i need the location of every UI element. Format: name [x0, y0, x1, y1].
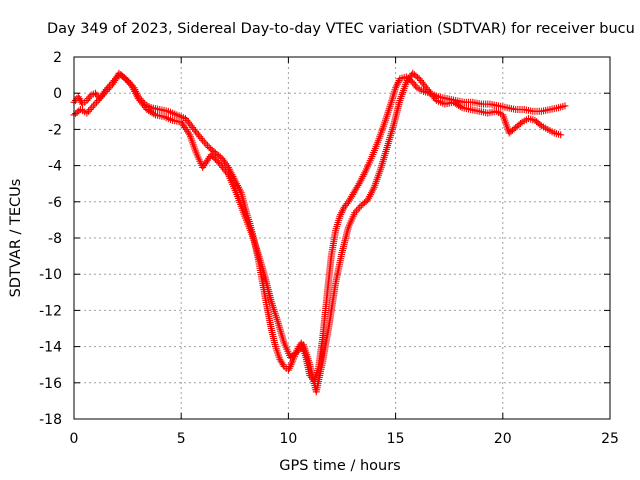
data-point [120, 73, 128, 81]
y-tick-label: -16 [39, 376, 62, 392]
y-tick-label: -8 [48, 231, 62, 247]
data-point [216, 153, 224, 161]
x-tick-labels: 0 5 10 15 20 25 [70, 431, 619, 447]
x-axis-label: GPS time / hours [279, 458, 400, 474]
x-tick-label: 0 [70, 431, 79, 447]
data-point [536, 120, 544, 128]
y-tick-label: -2 [48, 122, 62, 138]
y-tick-label: -12 [39, 303, 62, 319]
data-point [456, 103, 464, 111]
data-point [291, 349, 299, 357]
y-tick-label: 2 [53, 50, 62, 66]
data-point [150, 110, 158, 118]
y-tick-label: -10 [39, 267, 62, 283]
data-point [516, 120, 524, 128]
y-tick-label: 0 [53, 86, 62, 102]
axes [73, 56, 611, 420]
x-tick-label: 20 [494, 431, 512, 447]
data-point [561, 102, 569, 110]
x-tick-label: 25 [601, 431, 619, 447]
data-point [557, 131, 565, 139]
y-tick-label: -4 [48, 159, 62, 175]
y-tick-label: -6 [48, 195, 62, 211]
x-tick-label: 10 [279, 431, 297, 447]
x-tick-label: 5 [177, 431, 186, 447]
y-tick-label: -18 [39, 412, 62, 428]
x-tick-label: 15 [387, 431, 405, 447]
y-tick-labels: 2 0 -2 -4 -6 -8 -10 -12 -14 -16 -18 [39, 50, 62, 428]
y-tick-label: -14 [39, 340, 62, 356]
data-point [414, 73, 422, 81]
y-axis-label: SDTVAR / TECUs [8, 179, 24, 298]
chart-title: Day 349 of 2023, Sidereal Day-to-day VTE… [47, 21, 635, 37]
data-points [70, 69, 569, 396]
